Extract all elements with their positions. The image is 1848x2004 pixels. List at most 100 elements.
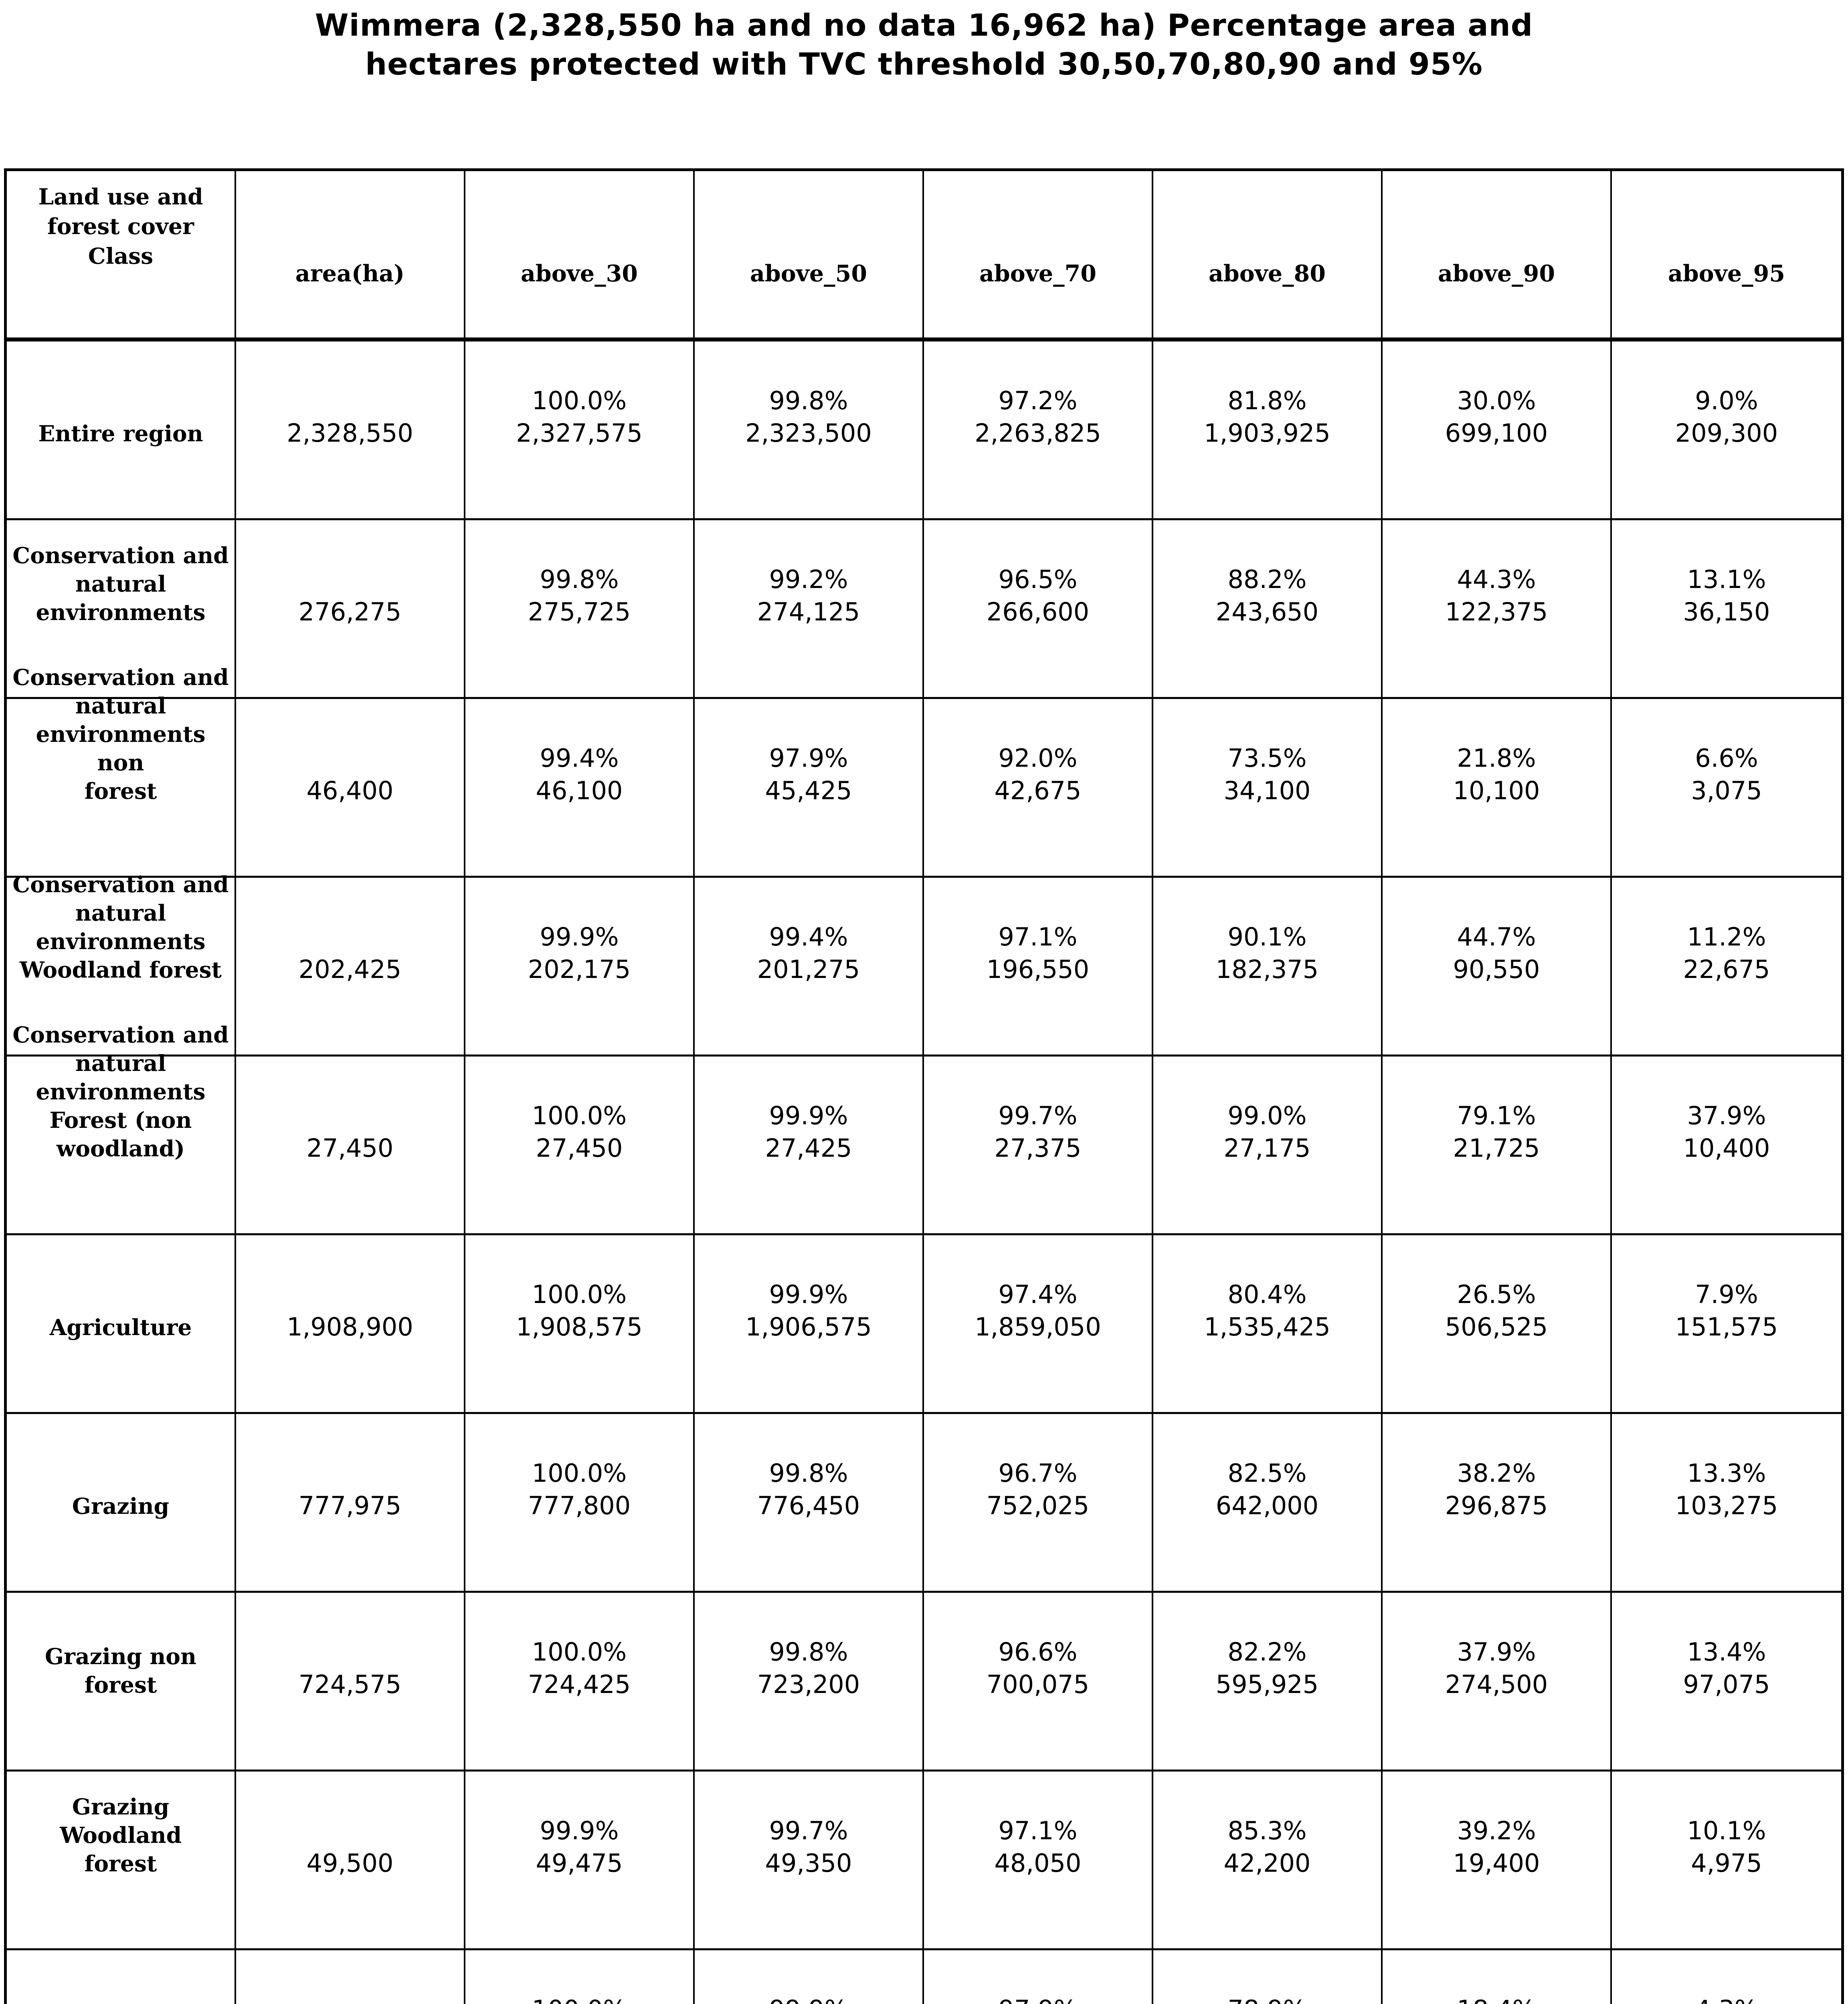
- percent-value: 99.9%: [540, 1816, 619, 1845]
- pct-ha-pair: 30.0% 699,100: [1383, 384, 1610, 449]
- percent-value: 99.8%: [769, 386, 848, 415]
- percent-value: 82.2%: [1227, 1637, 1307, 1667]
- threshold-cell: 100.0% 777,800: [465, 1414, 695, 1593]
- percent-value: 99.7%: [998, 1101, 1078, 1130]
- hectares-value: 46,100: [536, 776, 623, 805]
- header-label: above_80: [1208, 260, 1326, 287]
- pct-ha-pair: 99.9% 27,425: [695, 1099, 922, 1164]
- hectares-value: 27,375: [994, 1133, 1082, 1163]
- threshold-cell: 99.2% 274,125: [695, 520, 924, 699]
- pct-ha-pair: 99.8% 275,725: [465, 563, 693, 628]
- hectares-value: 243,650: [1215, 597, 1319, 626]
- hectares-value: 122,375: [1445, 597, 1548, 626]
- pct-ha-pair: 4.3%47,850: [1612, 1993, 1841, 2004]
- pct-ha-pair: 99.4% 201,275: [695, 921, 922, 986]
- area-cell: 27,450: [236, 1057, 465, 1235]
- pct-ha-pair: 13.4% 97,075: [1612, 1636, 1841, 1701]
- threshold-cell: 100.0% 2,327,575: [465, 341, 695, 520]
- threshold-cell: 97.4% 1,859,050: [924, 1235, 1153, 1414]
- pct-ha-pair: 99.9%1,124,850: [695, 1993, 922, 2004]
- pct-ha-pair: 6.6% 3,075: [1612, 742, 1841, 807]
- percent-value: 10.1%: [1687, 1816, 1766, 1845]
- percent-value: 6.6%: [1695, 743, 1758, 773]
- pct-ha-pair: 96.5% 266,600: [924, 563, 1152, 628]
- threshold-cell: 78.9%888,400: [1153, 1950, 1383, 2004]
- row-label: Grazing: [72, 1493, 170, 1519]
- area-value: 276,275: [298, 597, 402, 626]
- row-label-cell: Cropping: [7, 1950, 236, 2004]
- hectares-value: 27,175: [1223, 1133, 1311, 1163]
- percent-value: 90.1%: [1227, 922, 1307, 951]
- hectares-value: 27,425: [765, 1133, 852, 1163]
- percent-value: 99.9%: [540, 922, 619, 951]
- row-label-cell: Entire region: [7, 341, 236, 520]
- percent-value: 99.0%: [1227, 1101, 1307, 1130]
- percent-value: 99.8%: [769, 1637, 848, 1667]
- threshold-cell: 99.9% 1,906,575: [695, 1235, 924, 1414]
- threshold-cell: 92.0% 42,675: [924, 699, 1153, 878]
- hectares-value: 42,675: [994, 776, 1082, 805]
- threshold-cell: 100.0% 27,450: [465, 1057, 695, 1235]
- hectares-value: 209,300: [1675, 418, 1778, 448]
- pct-ha-pair: 100.0%1,125,500: [465, 1993, 693, 2004]
- threshold-cell: 99.9% 49,475: [465, 1772, 695, 1950]
- hectares-value: 36,150: [1683, 597, 1770, 626]
- threshold-cell: 99.8% 723,200: [695, 1593, 924, 1772]
- percent-value: 100.0%: [465, 1993, 693, 2004]
- percent-value: 39.2%: [1457, 1816, 1536, 1845]
- header-cell: above_70: [924, 171, 1153, 341]
- percent-value: 97.4%: [998, 1280, 1078, 1309]
- threshold-cell: 99.0% 27,175: [1153, 1057, 1383, 1235]
- threshold-cell: 96.6% 700,075: [924, 1593, 1153, 1772]
- threshold-cell: 82.5% 642,000: [1153, 1414, 1383, 1593]
- pct-ha-pair: 99.7% 49,350: [695, 1814, 922, 1879]
- area-cell: 202,425: [236, 878, 465, 1057]
- hectares-value: 3,075: [1691, 776, 1762, 805]
- pct-ha-pair: 10.1% 4,975: [1612, 1814, 1841, 1879]
- percent-value: 79.1%: [1457, 1101, 1536, 1130]
- pct-ha-pair: 18.4%207,475: [1383, 1993, 1610, 2004]
- pct-ha-pair: 85.3% 42,200: [1153, 1814, 1381, 1879]
- area-cell: 49,500: [236, 1772, 465, 1950]
- percent-value: 100.0%: [532, 1637, 627, 1667]
- pct-ha-pair: 11.2% 22,675: [1612, 921, 1841, 986]
- hectares-value: 752,025: [986, 1491, 1090, 1520]
- pct-ha-pair: 9.0% 209,300: [1612, 384, 1841, 449]
- area-cell: 777,975: [236, 1414, 465, 1593]
- threshold-cell: 99.7% 49,350: [695, 1772, 924, 1950]
- hectares-value: 777,800: [528, 1491, 631, 1520]
- threshold-cell: 97.2% 2,263,825: [924, 341, 1153, 520]
- row-label-cell: Grazing non forest: [7, 1593, 236, 1772]
- percent-value: 97.9%: [769, 743, 848, 773]
- pct-ha-pair: 88.2% 243,650: [1153, 563, 1381, 628]
- percent-value: 73.5%: [1227, 743, 1307, 773]
- pct-ha-pair: 38.2% 296,875: [1383, 1457, 1610, 1522]
- percent-value: 44.3%: [1457, 565, 1536, 594]
- row-label: Grazing Woodland forest: [59, 1794, 182, 1877]
- percent-value: 81.8%: [1227, 386, 1307, 415]
- hectares-value: 196,550: [986, 955, 1090, 984]
- pct-ha-pair: 37.9% 10,400: [1612, 1099, 1841, 1164]
- pct-ha-pair: 73.5% 34,100: [1153, 742, 1381, 807]
- pct-ha-pair: 37.9% 274,500: [1383, 1636, 1610, 1701]
- area-cell: 724,575: [236, 1593, 465, 1772]
- header-label: area(ha): [295, 260, 405, 287]
- threshold-cell: 13.1% 36,150: [1612, 520, 1841, 699]
- hectares-value: 296,875: [1445, 1491, 1548, 1520]
- hectares-value: 4,975: [1691, 1848, 1762, 1878]
- percent-value: 99.9%: [769, 1280, 848, 1309]
- pct-ha-pair: 97.2% 2,263,825: [924, 384, 1152, 449]
- area-value: 724,575: [298, 1670, 402, 1699]
- threshold-cell: 85.3% 42,200: [1153, 1772, 1383, 1950]
- page-title: Wimmera (2,328,550 ha and no data 16,962…: [315, 7, 1533, 82]
- pct-ha-pair: 26.5% 506,525: [1383, 1278, 1610, 1343]
- percent-value: 18.4%: [1383, 1993, 1610, 2004]
- threshold-cell: 30.0% 699,100: [1383, 341, 1612, 520]
- percent-value: 100.0%: [532, 1280, 627, 1309]
- pct-ha-pair: 99.8% 723,200: [695, 1636, 922, 1701]
- threshold-cell: 13.3% 103,275: [1612, 1414, 1841, 1593]
- threshold-cell: 26.5% 506,525: [1383, 1235, 1612, 1414]
- percent-value: 38.2%: [1457, 1459, 1536, 1488]
- percent-value: 88.2%: [1227, 565, 1307, 594]
- row-label-cell: Conservation and natural environments Fo…: [7, 1022, 236, 1235]
